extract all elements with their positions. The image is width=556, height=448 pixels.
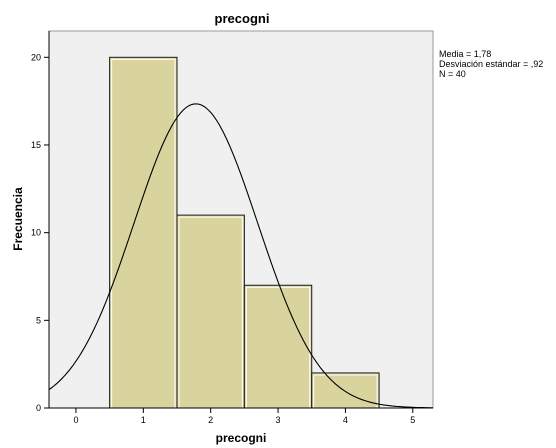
x-tick-label: 0	[73, 415, 78, 425]
x-tick-label: 2	[208, 415, 213, 425]
y-tick-label: 0	[36, 403, 41, 413]
y-tick-label: 10	[31, 228, 41, 238]
y-tick-label: 5	[36, 315, 41, 325]
chart-title: precogni	[215, 11, 270, 26]
stat-n: N = 40	[439, 69, 466, 79]
x-tick-label: 4	[343, 415, 348, 425]
normal-curve	[48, 103, 433, 409]
x-tick-label: 5	[410, 415, 415, 425]
x-tick-label: 3	[276, 415, 281, 425]
y-tick-label: 15	[31, 140, 41, 150]
histogram-bars	[109, 56, 380, 409]
x-axis-title: precogni	[216, 431, 267, 445]
y-tick-label: 20	[31, 52, 41, 62]
histogram-bar-3	[243, 284, 313, 409]
stat-mean: Media = 1,78	[439, 49, 491, 59]
stat-sd: Desviación estándar = ,92	[439, 59, 543, 69]
y-axis-title: Frecuencia	[11, 187, 25, 251]
histogram-bar-1	[109, 56, 178, 409]
histogram-bar-4	[311, 372, 380, 409]
histogram-bar-2	[176, 214, 245, 409]
axes: 0 5 10 15 20 0 1 2 3 4 5	[31, 31, 433, 425]
x-tick-label: 1	[141, 415, 146, 425]
